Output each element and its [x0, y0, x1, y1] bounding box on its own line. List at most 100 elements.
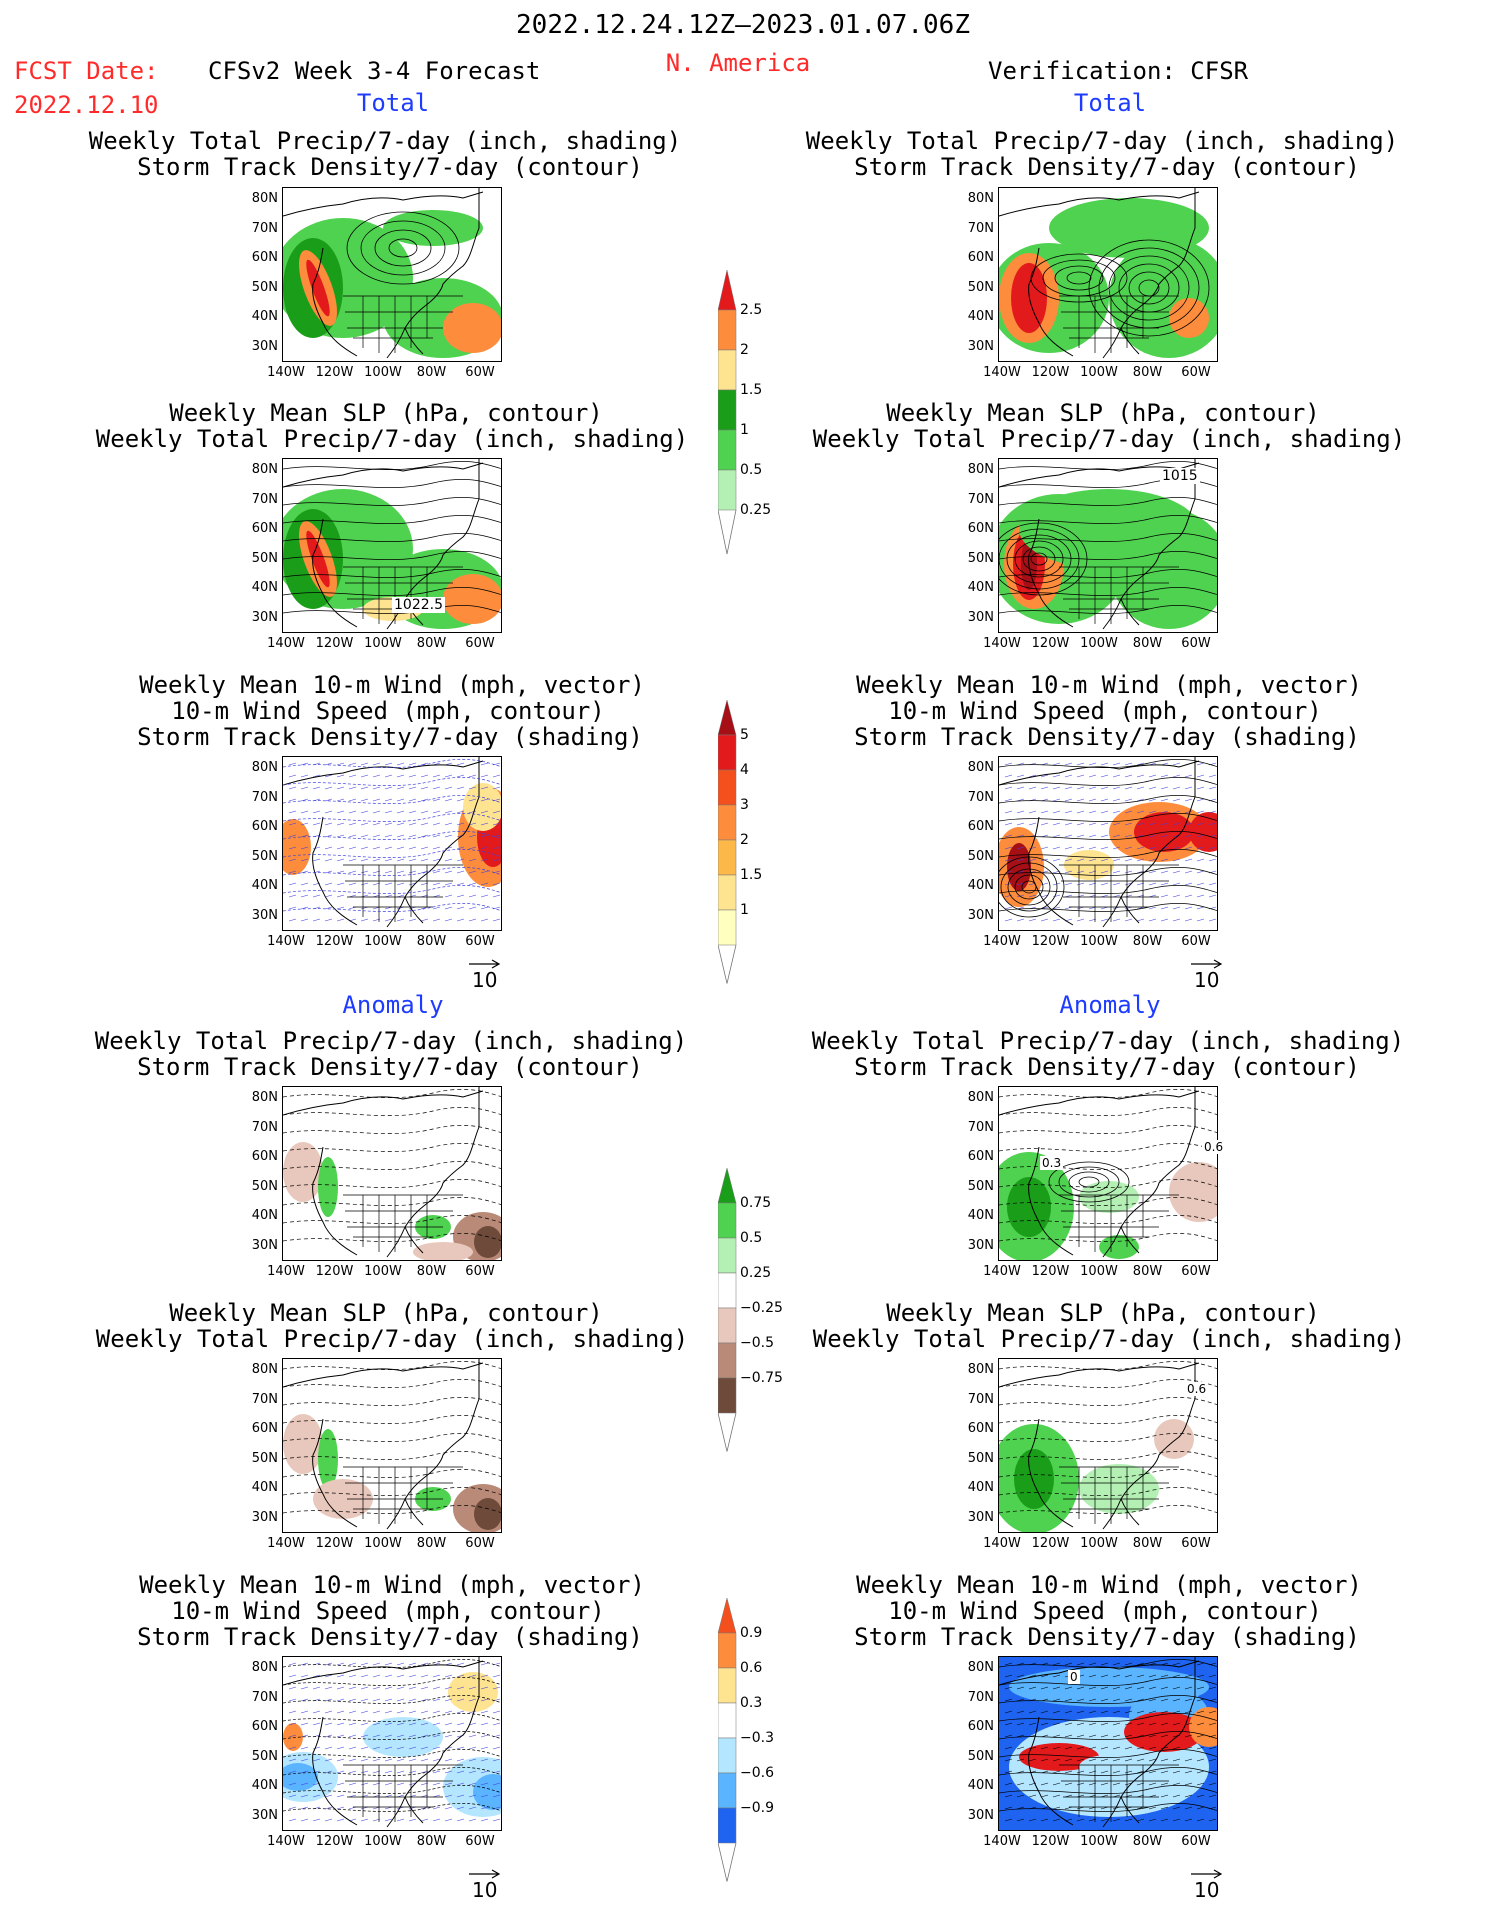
contour-label: 0	[1068, 1670, 1080, 1684]
map-canvas	[283, 757, 501, 928]
lat-tick-label: 80N	[967, 462, 994, 477]
lon-tick-label: 100W	[364, 934, 402, 949]
panel-title: Storm Track Density/7-day (shading)	[137, 1623, 643, 1651]
lat-tick-label: 50N	[967, 279, 994, 295]
lon-tick-label: 60W	[1181, 1264, 1211, 1279]
lon-tick-label: 120W	[1031, 636, 1070, 651]
colorbar-label: 3	[740, 797, 749, 813]
colorbar-label: 0.3	[740, 1695, 763, 1711]
lat-tick-label: 60N	[251, 1421, 278, 1436]
vector-ref-arrow	[469, 1869, 501, 1879]
lat-tick-label: 60N	[251, 1719, 278, 1734]
panel-title: Weekly Total Precip/7-day (inch, shading…	[94, 1027, 688, 1055]
lon-tick-label: 100W	[364, 1264, 402, 1279]
colorbar-label: 2.5	[740, 302, 763, 318]
colorbar-label: 0.25	[740, 1265, 772, 1281]
lat-tick-label: 50N	[251, 550, 278, 566]
panel-title: 10-m Wind Speed (mph, contour)	[888, 1597, 1322, 1625]
lat-tick-label: 30N	[251, 1509, 278, 1525]
lat-tick-label: 50N	[967, 1178, 994, 1194]
panel-title: Weekly Mean SLP (hPa, contour)	[169, 399, 603, 427]
lat-tick-label: 80N	[251, 462, 278, 477]
lat-tick-label: 70N	[967, 1119, 994, 1135]
lon-tick-label: 120W	[315, 1264, 354, 1279]
contour-label: 1022.5	[392, 597, 445, 613]
lon-tick-label: 60W	[465, 1834, 495, 1849]
panel-title: 10-m Wind Speed (mph, contour)	[171, 1597, 605, 1625]
lon-tick-label: 120W	[1031, 1264, 1070, 1279]
contour-label: 1015	[1160, 468, 1200, 484]
panel-title: Storm Track Density/7-day (contour)	[854, 153, 1360, 181]
panel-title: Weekly Mean SLP (hPa, contour)	[886, 399, 1320, 427]
verification-title: Verification: CFSR	[988, 57, 1249, 85]
colorbar-label: −0.3	[740, 1730, 774, 1746]
lon-tick-label: 140W	[267, 1834, 305, 1849]
panel-title: Weekly Mean 10-m Wind (mph, vector)	[139, 671, 645, 699]
colorbar-label: 1.5	[740, 382, 763, 398]
lat-tick-label: 50N	[251, 1748, 278, 1764]
panel-title: Storm Track Density/7-day (shading)	[854, 723, 1360, 751]
colorbar-label: 0.75	[740, 1195, 772, 1211]
lon-tick-label: 100W	[364, 1834, 402, 1849]
lon-tick-label: 140W	[267, 1264, 305, 1279]
lat-tick-label: 60N	[967, 250, 994, 265]
lat-tick-label: 50N	[251, 1178, 278, 1194]
lon-tick-label: 120W	[1031, 934, 1070, 949]
vector-ref-label: 10	[1194, 1878, 1220, 1902]
panel-title: 10-m Wind Speed (mph, contour)	[171, 697, 605, 725]
lon-tick-label: 60W	[465, 934, 495, 949]
lat-tick-label: 40N	[251, 1208, 278, 1223]
lon-tick-label: 140W	[983, 365, 1021, 380]
region-title: N. America	[665, 49, 811, 77]
vector-ref-label: 10	[1194, 968, 1220, 992]
lat-tick-label: 50N	[251, 848, 278, 864]
lat-tick-label: 70N	[251, 491, 278, 507]
map-fcst-total-precip-storm	[282, 187, 502, 362]
lon-tick-label: 120W	[1031, 1834, 1070, 1849]
lon-tick-label: 60W	[1181, 1536, 1211, 1551]
colorbar-label: 1.5	[740, 867, 763, 883]
lon-tick-label: 80W	[416, 636, 447, 651]
panel-title: Weekly Total Precip/7-day (inch, shading…	[95, 1325, 689, 1353]
lon-tick-label: 100W	[1080, 1264, 1118, 1279]
lat-tick-label: 50N	[251, 1450, 278, 1466]
map-canvas	[283, 188, 501, 359]
lat-tick-label: 80N	[251, 1362, 278, 1377]
lon-tick-label: 140W	[983, 1264, 1021, 1279]
map-fcst-anom-slp-precip	[282, 1358, 502, 1533]
colorbar-label: 0.5	[740, 1230, 763, 1246]
lat-tick-label: 40N	[251, 1778, 278, 1793]
vector-ref-arrow	[469, 959, 501, 969]
colorbar-storm-anomaly	[718, 1598, 737, 1882]
lon-tick-label: 80W	[1132, 934, 1163, 949]
lon-tick-label: 140W	[983, 1536, 1021, 1551]
lat-tick-label: 40N	[251, 878, 278, 893]
panel-title: Storm Track Density/7-day (shading)	[854, 1623, 1360, 1651]
lon-tick-label: 60W	[465, 365, 495, 380]
lon-tick-label: 140W	[983, 1834, 1021, 1849]
panel-title: Storm Track Density/7-day (contour)	[854, 1053, 1360, 1081]
lat-tick-label: 70N	[967, 1391, 994, 1407]
vector-ref-label: 10	[472, 1878, 498, 1902]
lat-tick-label: 60N	[967, 521, 994, 536]
colorbar-precip-anomaly	[718, 1168, 737, 1452]
map-canvas	[283, 1359, 501, 1532]
lat-tick-label: 60N	[251, 1149, 278, 1164]
lon-tick-label: 120W	[315, 1536, 354, 1551]
colorbar-label: 4	[740, 762, 749, 778]
lon-tick-label: 120W	[1031, 1536, 1070, 1551]
colorbar-label: 2	[740, 832, 749, 848]
map-fcst-total-wind-storm	[282, 756, 502, 931]
section-anomaly-right: Anomaly	[1059, 991, 1161, 1019]
colorbar-label: 1	[740, 902, 749, 918]
lat-tick-label: 30N	[251, 338, 278, 354]
lon-tick-label: 60W	[1181, 934, 1211, 949]
lat-tick-label: 70N	[251, 1391, 278, 1407]
colorbar-label: −0.6	[740, 1765, 774, 1781]
colorbar-label: 0.6	[740, 1660, 763, 1676]
lat-tick-label: 50N	[967, 1450, 994, 1466]
lat-tick-label: 80N	[251, 1660, 278, 1675]
panel-title: Weekly Total Precip/7-day (inch, shading…	[812, 425, 1406, 453]
lat-tick-label: 40N	[967, 878, 994, 893]
lat-tick-label: 40N	[967, 1480, 994, 1495]
